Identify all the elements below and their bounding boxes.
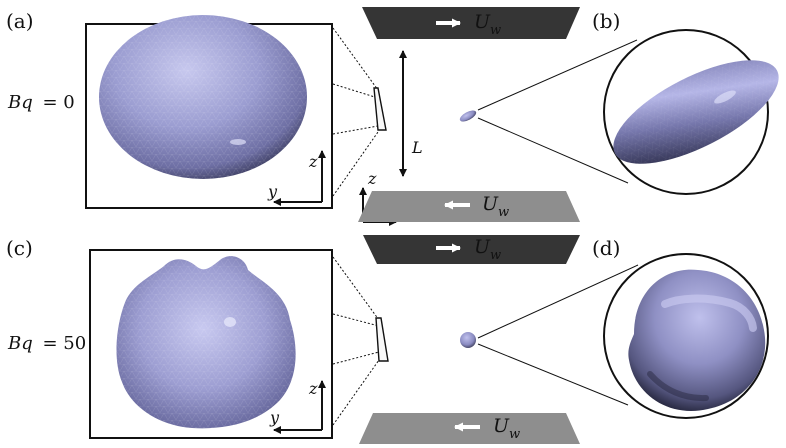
bq-symbol-bottom: Bq [7, 333, 33, 354]
gap-symbol: L [411, 138, 423, 157]
panel-label-a: (a) [6, 9, 34, 33]
axis-y-a: y [267, 182, 278, 201]
top-wall-c [363, 235, 580, 264]
zoom-line-top-d [477, 264, 639, 339]
bq-symbol-top: Bq [7, 92, 33, 113]
projection-lines-c [332, 256, 380, 426]
wall-velocity-c: Uw [474, 236, 501, 263]
top-wall-velocity-c: Uw [436, 236, 501, 263]
axis-y-c: y [269, 408, 280, 427]
zoom-line-top-b [477, 39, 638, 111]
axis-z-a: z [308, 152, 318, 171]
small-drop-a [459, 110, 477, 122]
small-drop-c [460, 332, 476, 348]
axis-z-c: z [308, 379, 318, 398]
bq-label-top: Bq = 0 [7, 92, 75, 113]
top-wall-a [362, 7, 580, 39]
panel-label-b: (b) [592, 9, 620, 33]
zoom-line-bottom-d [477, 343, 629, 406]
drop-highlight-b [714, 90, 736, 104]
drop-shadow-d [647, 371, 709, 402]
axis-triad-c: z y [269, 379, 326, 434]
drop-ridge-d [661, 294, 757, 332]
drop-highlight-a [230, 139, 246, 145]
drop-mesh-b [613, 60, 779, 164]
bq-value-bottom: = 50 [42, 333, 86, 354]
zoom-line-bottom-b [477, 117, 629, 184]
wall-velocity-bottom-c: Uw [493, 415, 520, 442]
bottom-wall-velocity-a: Uw [444, 193, 509, 220]
panel-label-c: (c) [6, 236, 33, 260]
selection-frame-c [375, 317, 389, 362]
bq-label-bottom: Bq = 50 [7, 333, 86, 354]
wall-velocity-a: Uw [474, 11, 501, 38]
drop-mesh-a [99, 15, 307, 179]
projection-lines-a [332, 27, 379, 197]
wall-velocity-bottom-a: Uw [482, 193, 509, 220]
panel-label-d: (d) [592, 236, 620, 260]
axis-triad-a: z y [267, 150, 326, 206]
selection-frame-a [373, 87, 387, 131]
drop-highlight-c [224, 317, 236, 327]
gap-indicator: L [399, 50, 423, 177]
top-wall-velocity-a: Uw [436, 11, 501, 38]
bq-value-top: = 0 [42, 92, 74, 113]
axis-z-center: z [367, 169, 377, 188]
drop-mesh-c [116, 256, 296, 429]
bottom-wall-velocity-c: Uw [454, 415, 520, 442]
